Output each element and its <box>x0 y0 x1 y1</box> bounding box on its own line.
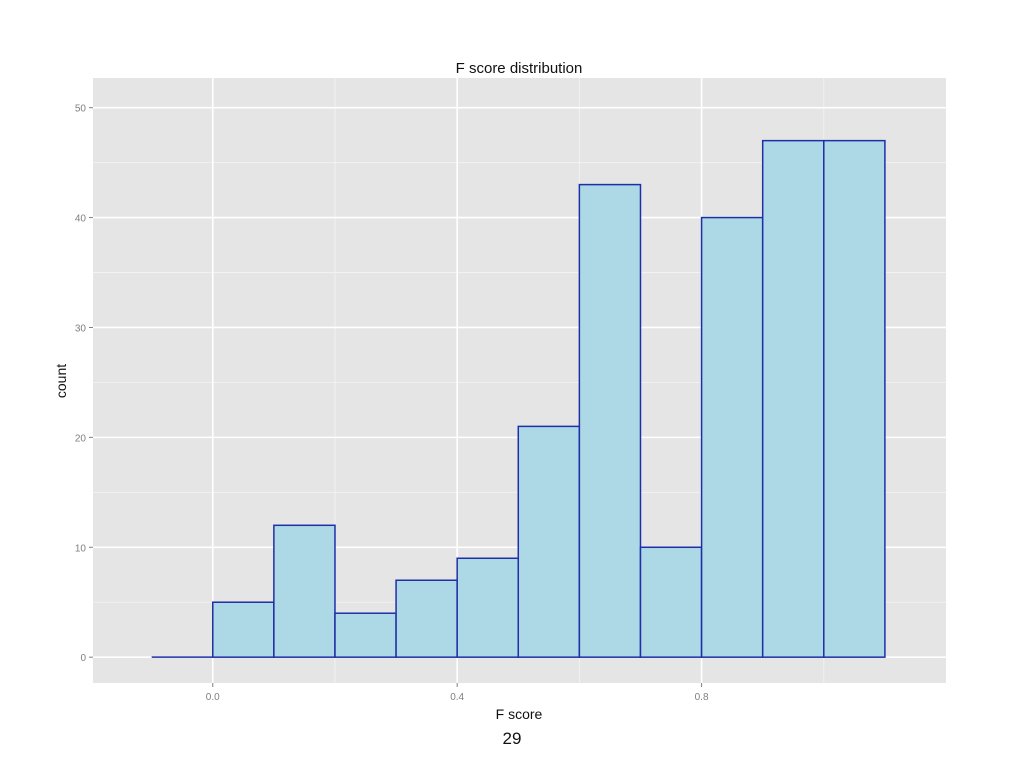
histogram-bar <box>456 557 520 658</box>
x-tick-label: 0.4 <box>450 692 464 703</box>
histogram-bar <box>395 579 458 658</box>
y-tick-label: 20 <box>75 433 87 444</box>
histogram-bar <box>761 139 825 658</box>
y-tick-label: 40 <box>75 214 87 225</box>
x-tick-label: 0.0 <box>206 692 220 703</box>
histogram-bar <box>823 139 886 658</box>
x-tick-label: 0.8 <box>695 692 709 703</box>
x-axis-ticks: 0.0 0.4 0.8 <box>206 683 709 703</box>
histogram-bar <box>578 183 642 658</box>
chart-title: F score distribution <box>456 60 583 77</box>
histogram-bar <box>700 216 764 658</box>
slide-page-number: 29 <box>502 729 522 748</box>
y-tick-label: 50 <box>75 104 87 115</box>
y-tick-label: 0 <box>80 653 86 664</box>
histogram-bars <box>151 139 886 658</box>
histogram-bar <box>639 546 703 658</box>
x-axis-label: F score <box>496 706 543 722</box>
y-axis-ticks: 0 10 20 30 40 50 <box>75 104 93 664</box>
histogram-bar <box>273 524 336 658</box>
y-tick-label: 30 <box>75 323 87 334</box>
y-tick-label: 10 <box>75 543 87 554</box>
y-axis-label: count <box>53 364 69 398</box>
histogram-bar <box>334 612 397 658</box>
histogram-bar <box>212 601 275 658</box>
histogram-bar <box>517 425 581 658</box>
